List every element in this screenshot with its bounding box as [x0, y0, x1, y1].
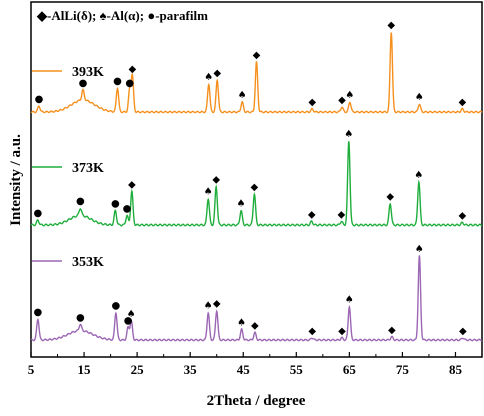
peak-marker: ●	[76, 312, 85, 323]
peak-marker: ◆	[308, 326, 316, 337]
x-tick-label: 25	[131, 362, 145, 377]
peak-marker: ◆	[338, 95, 346, 106]
peak-marker: ◆	[459, 211, 467, 222]
legend-line: ◆-AlLi(δ); ♠-Al(α); ●-parafilm	[36, 8, 208, 23]
legend-symbol-0: ◆	[36, 8, 48, 23]
peak-marker: ♠	[415, 92, 424, 103]
peak-marker: ◆	[308, 97, 316, 108]
series-label-393K: 393K	[72, 65, 104, 80]
plot-frame	[30, 1, 483, 358]
peak-marker: ♠	[204, 72, 213, 83]
peak-marker: ◆	[308, 209, 316, 220]
peak-marker: ◆	[338, 209, 346, 220]
peak-marker: ♠	[345, 294, 354, 305]
series-line-393K	[30, 32, 483, 114]
series-line-353K	[30, 255, 483, 342]
peak-marker: ♠	[237, 318, 246, 329]
peak-marker: ◆	[251, 321, 259, 332]
peak-marker: ◆	[213, 299, 221, 310]
peak-marker: ◆	[338, 326, 346, 337]
peak-marker: ◆	[386, 191, 394, 202]
x-tick-label: 85	[449, 362, 463, 377]
peak-marker: ●	[124, 315, 133, 326]
peak-marker: ◆	[128, 64, 136, 75]
peak-marker: ◆	[251, 182, 259, 193]
peak-marker: ♠	[204, 187, 213, 198]
peak-marker: ♠	[127, 309, 136, 320]
peak-marker: ●	[125, 78, 134, 89]
legend: ◆-AlLi(δ); ♠-Al(α); ●-parafilm	[36, 8, 208, 23]
peak-marker: ◆	[459, 326, 467, 337]
peak-marker: ●	[112, 301, 121, 312]
x-tick-label: 55	[290, 362, 304, 377]
legend-label-1: -Al(α);	[107, 8, 148, 23]
peak-marker: ◆	[387, 20, 395, 31]
series-label-353K: 353K	[72, 255, 104, 270]
peak-marker: ●	[35, 94, 44, 105]
peak-marker: ♠	[415, 244, 424, 255]
x-tick-label: 45	[237, 362, 251, 377]
peak-marker: ●	[123, 203, 132, 214]
peak-marker: ●	[34, 208, 43, 219]
peak-marker: ◆	[459, 97, 467, 108]
x-tick-label: 75	[396, 362, 410, 377]
marker-layer: ●● ● ●◆♠ ◆♠◆◆ ◆ ♠◆♠ ◆●● ● ●◆♠◆♠◆◆ ◆♠◆♠◆● ●●●♠♠ ◆♠ ◆ ◆…	[34, 20, 468, 337]
peak-marker: ●	[34, 307, 43, 318]
peak-marker: ●	[111, 199, 120, 210]
x-tick-label: 15	[78, 362, 92, 377]
x-tick-label: 35	[184, 362, 198, 377]
x-tick-label: 65	[343, 362, 357, 377]
x-axis-title: 2Theta / degree	[207, 393, 306, 409]
peak-marker: ●	[76, 196, 85, 207]
peak-marker: ◆	[213, 68, 221, 79]
legend-label-0: -AlLi(δ);	[47, 8, 100, 23]
series-layer: 393K 373K 353K	[30, 32, 483, 342]
series-line-373K	[30, 141, 483, 227]
peak-marker: ♠	[344, 129, 353, 140]
legend-symbol-1: ♠	[100, 8, 107, 23]
legend-symbol-2: ●	[147, 8, 155, 23]
peak-marker: ♠	[204, 301, 213, 312]
peak-marker: ♠	[237, 199, 246, 210]
x-axis: 5 15 25 35 45 55 65 75 85	[28, 352, 463, 377]
peak-marker: ◆	[128, 179, 136, 190]
legend-label-2: -parafilm	[155, 8, 208, 23]
peak-marker: ◆	[388, 325, 396, 336]
peak-marker: ●	[79, 78, 88, 89]
peak-marker: ◆	[212, 175, 220, 186]
peak-marker: ♠	[414, 170, 423, 181]
peak-marker: ♠	[345, 90, 354, 101]
x-tick-label: 5	[28, 362, 35, 377]
y-axis-title: Intensity / a.u.	[8, 134, 24, 226]
peak-marker: ♠	[238, 90, 247, 101]
peak-marker: ◆	[253, 50, 261, 61]
series-label-373K: 373K	[72, 161, 104, 176]
peak-marker: ●	[113, 76, 122, 87]
